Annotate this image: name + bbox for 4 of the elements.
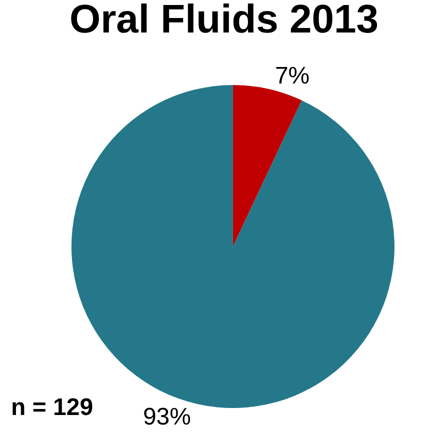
chart-title: Oral Fluids 2013 (69, 0, 379, 42)
data-label: 93% (142, 403, 191, 430)
data-label: 7% (274, 62, 310, 90)
text: n = 129 (11, 394, 94, 421)
